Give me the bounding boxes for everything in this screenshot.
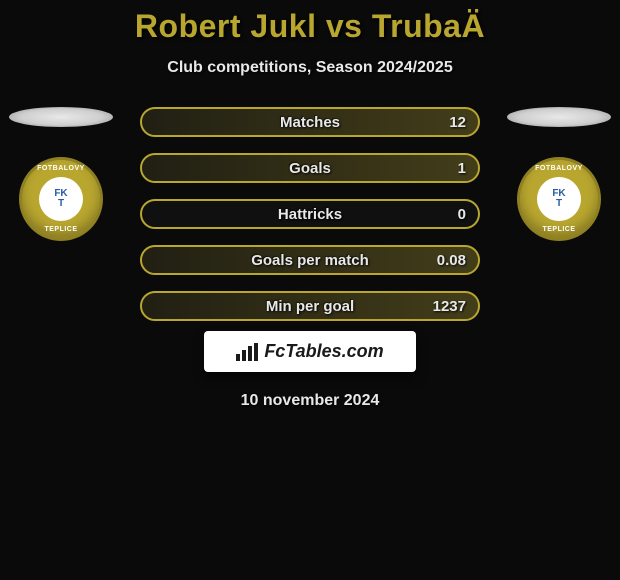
stat-label: Goals bbox=[289, 160, 331, 177]
stat-value-right: 0.08 bbox=[437, 252, 466, 269]
stat-row: Goals per match 0.08 bbox=[140, 245, 480, 275]
badge-inner: FK T bbox=[537, 177, 581, 221]
badge-arc-top: FOTBALOVY bbox=[520, 165, 598, 172]
player-left: FOTBALOVY FK T TEPLICE bbox=[6, 107, 116, 241]
stat-label: Goals per match bbox=[251, 252, 369, 269]
date-text: 10 november 2024 bbox=[0, 392, 620, 410]
brand-text: FcTables.com bbox=[264, 341, 383, 362]
main-area: FOTBALOVY FK T TEPLICE FOTBALOVY FK T TE… bbox=[0, 107, 620, 327]
stat-row: Hattricks 0 bbox=[140, 199, 480, 229]
stat-value-right: 1237 bbox=[433, 298, 466, 315]
comparison-card: Robert Jukl vs TrubaÄ Club competitions,… bbox=[0, 0, 620, 410]
badge-inner: FK T bbox=[39, 177, 83, 221]
stat-value-right: 0 bbox=[458, 206, 466, 223]
club-badge-right: FOTBALOVY FK T TEPLICE bbox=[517, 157, 601, 241]
badge-text-bottom: T bbox=[58, 199, 64, 209]
avatar-placeholder-left bbox=[9, 107, 113, 127]
badge-text-bottom: T bbox=[556, 199, 562, 209]
page-title: Robert Jukl vs TrubaÄ bbox=[0, 8, 620, 45]
club-badge-left: FOTBALOVY FK T TEPLICE bbox=[19, 157, 103, 241]
stat-row: Goals 1 bbox=[140, 153, 480, 183]
stats-list: Matches 12 Goals 1 Hattricks 0 Goals per match… bbox=[140, 107, 480, 321]
player-right: FOTBALOVY FK T TEPLICE bbox=[504, 107, 614, 241]
subtitle: Club competitions, Season 2024/2025 bbox=[0, 59, 620, 77]
stat-label: Hattricks bbox=[278, 206, 342, 223]
badge-arc-bottom: TEPLICE bbox=[22, 226, 100, 233]
stat-value-right: 1 bbox=[458, 160, 466, 177]
footer: FcTables.com 10 november 2024 bbox=[0, 331, 620, 410]
stat-row: Matches 12 bbox=[140, 107, 480, 137]
badge-arc-top: FOTBALOVY bbox=[22, 165, 100, 172]
stat-row: Min per goal 1237 bbox=[140, 291, 480, 321]
bar-chart-icon bbox=[236, 343, 258, 361]
stat-label: Min per goal bbox=[266, 298, 354, 315]
stat-value-right: 12 bbox=[449, 114, 466, 131]
brand-badge: FcTables.com bbox=[204, 331, 415, 372]
stat-label: Matches bbox=[280, 114, 340, 131]
badge-arc-bottom: TEPLICE bbox=[520, 226, 598, 233]
avatar-placeholder-right bbox=[507, 107, 611, 127]
